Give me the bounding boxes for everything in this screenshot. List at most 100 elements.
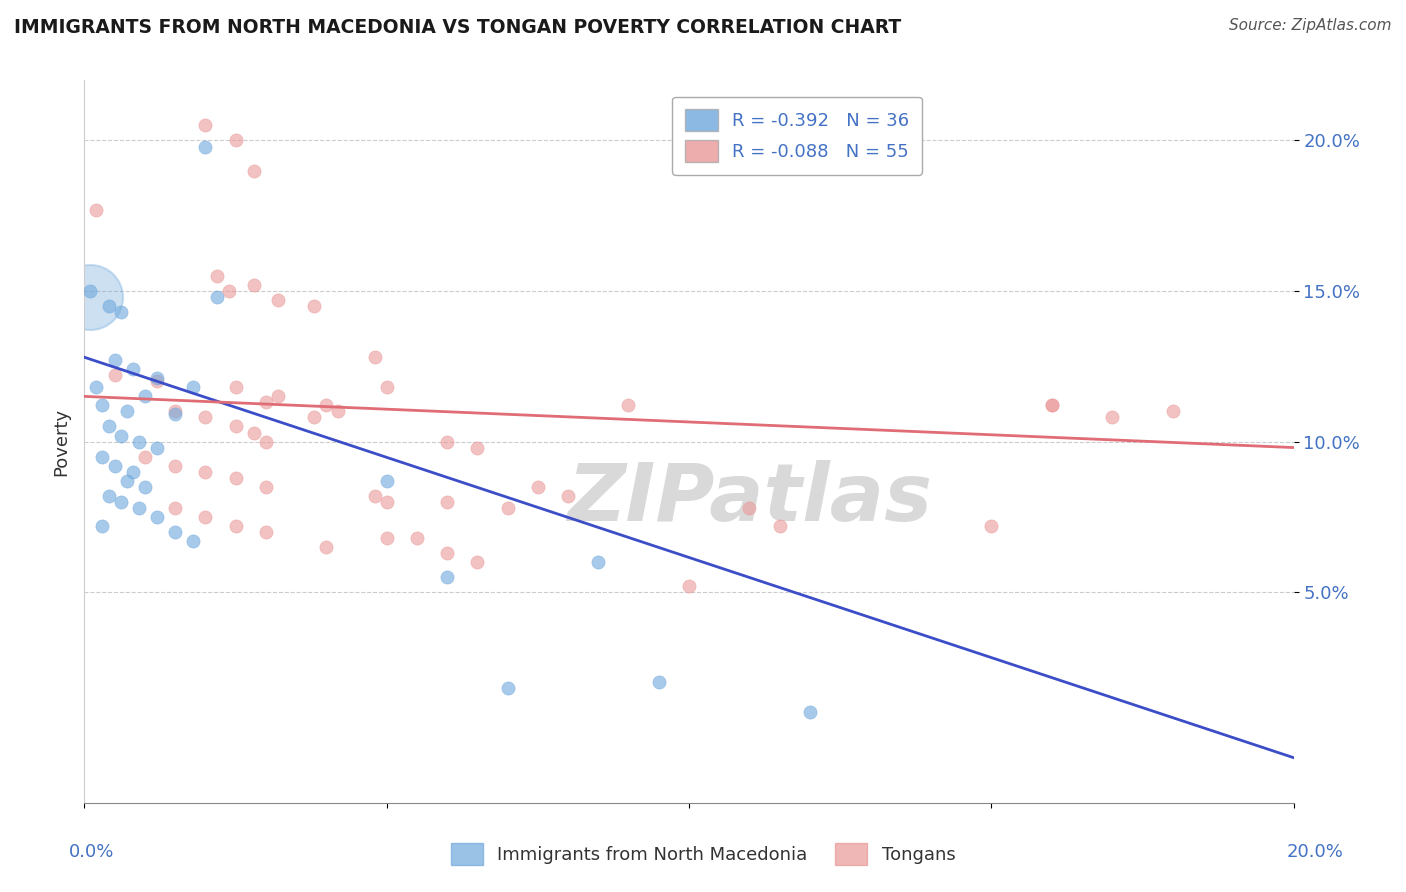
Point: [181, 533, 204, 548]
Point: [254, 434, 277, 449]
Point: [302, 410, 325, 425]
Legend: R = -0.392   N = 36, R = -0.088   N = 55: R = -0.392 N = 36, R = -0.088 N = 55: [672, 96, 922, 175]
Point: [207, 268, 229, 283]
Point: [1101, 410, 1123, 425]
Point: [980, 518, 1002, 533]
Point: [363, 489, 385, 503]
Point: [181, 380, 204, 394]
Point: [97, 299, 120, 313]
Point: [375, 494, 398, 508]
Point: [588, 555, 610, 569]
Point: [242, 425, 264, 440]
Text: ZIPatlas: ZIPatlas: [567, 460, 932, 539]
Point: [97, 419, 120, 434]
Point: [110, 305, 132, 319]
Point: [467, 441, 489, 455]
Point: [79, 290, 101, 304]
Point: [254, 395, 277, 409]
Point: [436, 494, 458, 508]
Point: [146, 509, 169, 524]
Point: [134, 450, 156, 464]
Point: [363, 350, 385, 364]
Point: [648, 675, 671, 690]
Point: [97, 489, 120, 503]
Point: [134, 389, 156, 403]
Point: [225, 133, 247, 147]
Point: [527, 480, 550, 494]
Point: [254, 524, 277, 539]
Point: [165, 458, 187, 473]
Point: [1040, 398, 1063, 412]
Point: [146, 371, 169, 385]
Text: 0.0%: 0.0%: [69, 843, 114, 861]
Point: [436, 434, 458, 449]
Point: [225, 470, 247, 484]
Point: [104, 458, 127, 473]
Point: [1040, 398, 1063, 412]
Point: [104, 368, 127, 383]
Point: [146, 441, 169, 455]
Point: [146, 374, 169, 388]
Text: Source: ZipAtlas.com: Source: ZipAtlas.com: [1229, 18, 1392, 33]
Y-axis label: Poverty: Poverty: [52, 408, 70, 475]
Point: [254, 480, 277, 494]
Point: [115, 474, 138, 488]
Point: [165, 404, 187, 418]
Point: [328, 404, 350, 418]
Point: [79, 284, 101, 298]
Point: [678, 579, 700, 593]
Point: [115, 404, 138, 418]
Point: [406, 531, 429, 545]
Point: [91, 398, 114, 412]
Point: [128, 434, 150, 449]
Point: [225, 419, 247, 434]
Point: [91, 518, 114, 533]
Point: [207, 290, 229, 304]
Point: [799, 706, 821, 720]
Point: [121, 362, 143, 376]
Point: [225, 380, 247, 394]
Point: [738, 500, 761, 515]
Point: [86, 380, 108, 394]
Point: [134, 480, 156, 494]
Point: [194, 509, 217, 524]
Point: [218, 284, 240, 298]
Point: [315, 398, 337, 412]
Point: [467, 555, 489, 569]
Point: [617, 398, 640, 412]
Point: [194, 465, 217, 479]
Point: [375, 380, 398, 394]
Point: [496, 500, 519, 515]
Point: [267, 389, 290, 403]
Point: [496, 681, 519, 696]
Point: [194, 119, 217, 133]
Point: [128, 500, 150, 515]
Point: [302, 299, 325, 313]
Point: [110, 494, 132, 508]
Point: [557, 489, 579, 503]
Point: [165, 500, 187, 515]
Point: [165, 524, 187, 539]
Point: [242, 277, 264, 292]
Point: [194, 410, 217, 425]
Point: [104, 353, 127, 368]
Point: [375, 531, 398, 545]
Point: [769, 518, 792, 533]
Legend: Immigrants from North Macedonia, Tongans: Immigrants from North Macedonia, Tongans: [441, 834, 965, 874]
Text: 20.0%: 20.0%: [1286, 843, 1343, 861]
Point: [86, 202, 108, 217]
Point: [436, 546, 458, 560]
Point: [121, 465, 143, 479]
Point: [194, 139, 217, 153]
Point: [1161, 404, 1184, 418]
Point: [242, 163, 264, 178]
Point: [436, 570, 458, 584]
Point: [225, 518, 247, 533]
Point: [267, 293, 290, 307]
Point: [315, 540, 337, 554]
Point: [165, 408, 187, 422]
Point: [110, 428, 132, 442]
Point: [375, 474, 398, 488]
Point: [91, 450, 114, 464]
Text: IMMIGRANTS FROM NORTH MACEDONIA VS TONGAN POVERTY CORRELATION CHART: IMMIGRANTS FROM NORTH MACEDONIA VS TONGA…: [14, 18, 901, 37]
